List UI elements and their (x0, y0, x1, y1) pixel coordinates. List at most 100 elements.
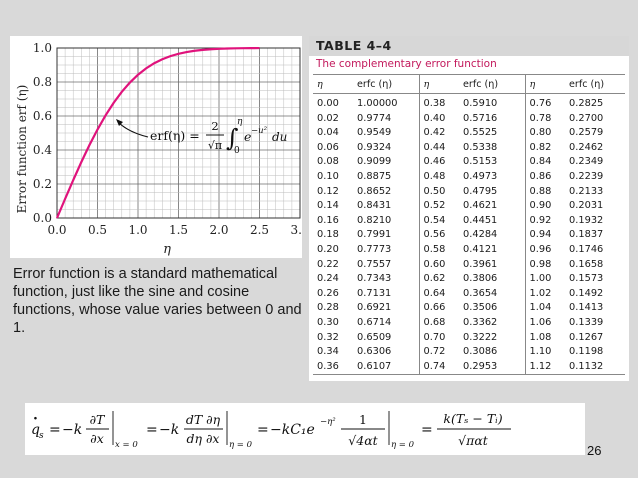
table-cell-eta: 0.30 (317, 316, 339, 328)
table-row: 0.14 0.8431 0.52 0.4621 0.90 0.2031 (313, 199, 625, 214)
eq-equals-4: = (421, 422, 433, 438)
table-cell-eta: 0.94 (529, 229, 552, 241)
y-tick-label: 1.0 (33, 41, 52, 55)
table-cell-erfc: 0.7131 (353, 286, 420, 302)
header-eta-3: η (525, 74, 565, 94)
table-cell-erfc: 0.3961 (459, 257, 526, 273)
eq-frac4-den: √παt (458, 433, 489, 448)
table-cell-erfc: 0.9549 (353, 126, 420, 141)
table-cell-eta: 0.00 (317, 98, 339, 109)
table-cell-erfc: 0.1413 (569, 302, 604, 314)
table-cell-eta: 0.06 (317, 141, 339, 153)
table-cell-erfc: 0.1492 (569, 287, 604, 299)
table-cell-erfc: 0.7773 (353, 242, 420, 258)
table-cell-erfc: 0.1837 (569, 229, 604, 241)
table-cell-eta: 0.16 (317, 214, 339, 226)
table-cell-eta: 0.52 (423, 200, 446, 212)
eq-equals-2: = (146, 422, 158, 438)
x-tick-label: 1.5 (169, 223, 188, 237)
eq-frac4-num: k(Tₛ − Tᵢ) (443, 411, 502, 426)
table-row: 0.02 0.9774 0.40 0.5716 0.78 0.2700 (313, 111, 625, 127)
table-cell-eta: 0.32 (317, 331, 339, 343)
table-cell-erfc: 0.1339 (569, 316, 604, 328)
y-tick-label: 0.4 (33, 143, 52, 157)
table-cell-eta: 0.68 (423, 316, 446, 328)
eq-minus-k-2: −k (159, 422, 179, 438)
table-cell-eta: 1.00 (529, 273, 552, 285)
table-cell-erfc: 0.5153 (459, 155, 526, 170)
table-cell-eta: 0.84 (529, 156, 552, 168)
table-cell-eta: 0.54 (423, 214, 446, 226)
y-tick-label: 0.0 (33, 211, 52, 225)
y-tick-label: 0.6 (33, 109, 52, 123)
table-cell-erfc: 0.9774 (353, 111, 420, 127)
table-cell-erfc: 0.8431 (353, 199, 420, 214)
table-cell-erfc: 0.1132 (565, 359, 625, 376)
table-cell-erfc: 0.1267 (569, 331, 604, 343)
table-cell-eta: 0.78 (529, 112, 552, 124)
table-cell-eta: 0.14 (317, 200, 339, 212)
heat-flux-equation: q · s = −k ∂T ∂x x = 0 = −k dT ∂η dη ∂x … (31, 411, 511, 450)
table-row: 0.26 0.7131 0.64 0.3654 1.02 0.1492 (313, 286, 625, 302)
table-cell-erfc: 0.4973 (459, 169, 526, 185)
table-row: 0.16 0.8210 0.54 0.4451 0.92 0.1932 (313, 213, 625, 229)
table-cell-erfc: 0.3086 (459, 345, 526, 360)
table-cell-erfc: 0.2579 (569, 127, 604, 139)
table-cell-erfc: 0.5525 (459, 126, 526, 141)
x-tick-label: 0.5 (88, 223, 107, 237)
plot-frame (56, 47, 301, 219)
table-cell-erfc: 0.4284 (459, 228, 526, 243)
table-cell-erfc: 0.6714 (353, 315, 420, 331)
table-cell-eta: 0.56 (423, 229, 446, 241)
table-cell-erfc: 0.8652 (353, 184, 420, 200)
formula-integral-sign: ∫ (226, 124, 239, 152)
eq-frac1-den: ∂x (90, 431, 104, 446)
x-tick-label: 2.0 (209, 223, 228, 237)
table-row: 0.36 0.6107 0.74 0.2953 1.12 0.1132 (313, 359, 625, 376)
x-tick-label: 3.0 (290, 223, 302, 237)
table-cell-erfc: 0.6921 (353, 301, 420, 316)
table-cell-erfc: 0.1573 (569, 273, 604, 285)
table-cell-eta: 0.62 (423, 273, 446, 285)
header-eta-1: η (313, 74, 353, 94)
table-row: 0.04 0.9549 0.42 0.5525 0.80 0.2579 (313, 126, 625, 141)
table-cell-erfc: 0.4451 (459, 213, 526, 229)
table-row: 0.20 0.7773 0.58 0.4121 0.96 0.1746 (313, 242, 625, 258)
eq-equals-3: = (257, 422, 269, 438)
table-cell-eta: 0.28 (317, 302, 339, 314)
table-cell-erfc: 0.1658 (569, 258, 604, 270)
table-row: 0.34 0.6306 0.72 0.3086 1.10 0.1198 (313, 345, 625, 360)
y-tick-label: 0.2 (33, 177, 52, 191)
formula-lower-limit: 0 (234, 146, 240, 156)
table-cell-eta: 0.76 (529, 98, 552, 109)
table-cell-erfc: 0.6306 (353, 345, 420, 360)
table-row: 0.22 0.7557 0.60 0.3961 0.98 0.1658 (313, 257, 625, 273)
table-cell-erfc: 0.4121 (459, 242, 526, 258)
table-cell-eta: 0.22 (317, 258, 339, 270)
eq-frac3-num: 1 (359, 412, 367, 427)
header-erfc-1: erfc (η) (353, 74, 420, 94)
formula-differential: du (272, 130, 287, 144)
table-cell-erfc: 0.5716 (459, 111, 526, 127)
eq-frac3-den: √4αt (348, 433, 378, 448)
x-tick-label: 0.0 (47, 223, 66, 237)
erf-chart-panel: 0.0 0.5 1.0 1.5 2.0 2.5 3.0 0.0 0.2 0.4 0.6 0.8 1.0… (10, 36, 302, 258)
table-cell-eta: 0.74 (419, 359, 459, 376)
table-cell-erfc: 0.2349 (569, 156, 604, 168)
table-cell-erfc: 0.2239 (569, 170, 604, 182)
table-cell-erfc: 0.8210 (353, 213, 420, 229)
table-row: 0.24 0.7343 0.62 0.3806 1.00 0.1573 (313, 272, 625, 287)
table-cell-erfc: 0.9099 (353, 155, 420, 170)
table-cell-erfc: 0.7557 (353, 257, 420, 273)
table-cell-erfc: 0.2133 (569, 185, 604, 197)
x-tick-label: 2.5 (250, 223, 269, 237)
table-cell-eta: 1.04 (529, 302, 552, 314)
table-cell-erfc: 0.9324 (353, 140, 420, 156)
table-cell-eta: 0.04 (317, 127, 339, 139)
table-title: TABLE 4–4 (309, 36, 629, 56)
table-row: 0.12 0.8652 0.50 0.4795 0.88 0.2133 (313, 184, 625, 200)
eq-term3: −kC₁e (270, 422, 315, 438)
table-cell-eta: 0.66 (423, 302, 446, 314)
table-cell-erfc: 0.3654 (459, 286, 526, 302)
eq-frac2-num: dT ∂η (186, 412, 221, 427)
